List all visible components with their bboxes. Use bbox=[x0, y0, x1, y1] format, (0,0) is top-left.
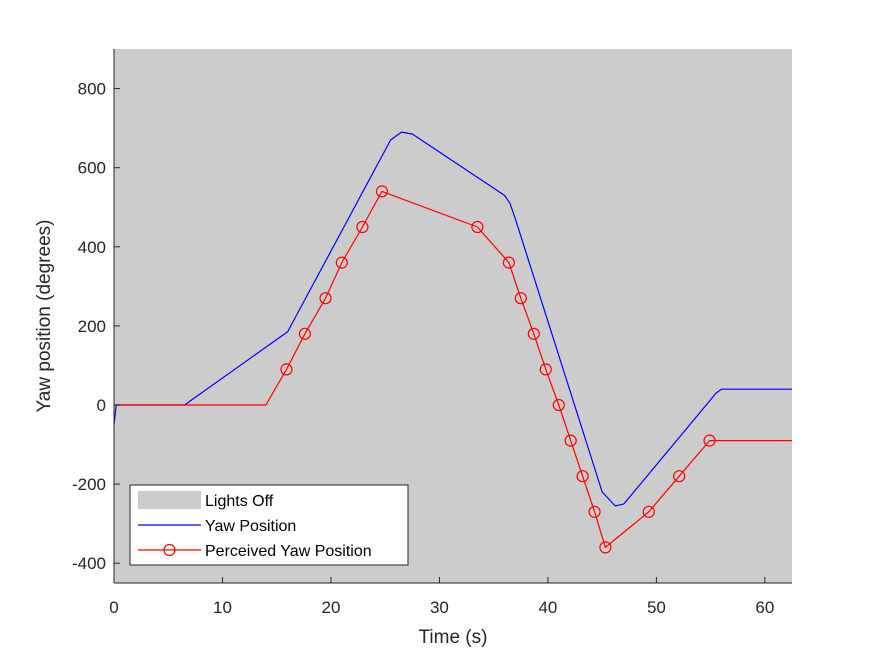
axes bbox=[113, 49, 792, 584]
data-point-perceived bbox=[514, 292, 527, 305]
x-tick-label: 40 bbox=[538, 598, 557, 617]
data-point-perceived bbox=[471, 220, 484, 234]
y-tick-label: -200 bbox=[72, 475, 106, 494]
x-tick-label: 60 bbox=[755, 598, 774, 617]
data-point-perceived bbox=[527, 327, 540, 340]
tick-labels: 0 10 20 30 40 50 60 -400 -200 0 200 400 600 800 bbox=[72, 80, 774, 617]
data-point-perceived bbox=[502, 256, 515, 269]
data-point-perceived bbox=[673, 470, 686, 483]
x-tick-label: 30 bbox=[430, 598, 449, 617]
data-point-perceived bbox=[552, 398, 565, 412]
data-point-perceived bbox=[588, 505, 601, 518]
x-axis-label: Time (s) bbox=[419, 627, 488, 648]
data-point-perceived bbox=[335, 256, 348, 269]
x-tick-label: 20 bbox=[321, 598, 340, 617]
data-point-perceived bbox=[703, 434, 716, 447]
y-tick-label: 400 bbox=[78, 238, 106, 257]
y-tick-label: -400 bbox=[72, 554, 106, 573]
series-line-yaw-position bbox=[113, 131, 792, 507]
data-point-perceived bbox=[564, 434, 577, 447]
data-point-perceived bbox=[599, 541, 612, 554]
data-point-perceived bbox=[298, 327, 312, 340]
legend: Lights Off Yaw Position Perceived Yaw Po… bbox=[129, 484, 409, 566]
legend-marker-perceived-yaw-position bbox=[163, 543, 176, 557]
series-layer bbox=[113, 131, 792, 554]
data-point-perceived bbox=[642, 505, 655, 518]
y-tick-label: 600 bbox=[78, 159, 106, 178]
data-point-perceived bbox=[356, 220, 369, 234]
legend-label-yaw-position: Yaw Position bbox=[205, 518, 296, 535]
y-tick-label: 0 bbox=[97, 396, 106, 415]
x-tick-label: 10 bbox=[213, 598, 232, 617]
data-point-perceived bbox=[375, 185, 389, 198]
data-point-perceived bbox=[576, 470, 589, 483]
y-tick-label: 800 bbox=[78, 80, 106, 99]
y-tick-label: 200 bbox=[78, 317, 106, 336]
x-tick-label: 0 bbox=[109, 598, 118, 617]
y-axis-label: Yaw position (degrees) bbox=[34, 220, 55, 413]
legend-swatch-lights-off bbox=[138, 491, 201, 509]
x-tick-label: 50 bbox=[647, 598, 666, 617]
series-line-perceived-yaw-position bbox=[114, 190, 792, 549]
data-point-perceived bbox=[319, 292, 332, 305]
legend-label-lights-off: Lights Off bbox=[205, 493, 274, 510]
data-point-perceived bbox=[280, 363, 293, 376]
data-point-perceived bbox=[539, 363, 552, 376]
legend-label-perceived-yaw-position: Perceived Yaw Position bbox=[205, 543, 372, 560]
